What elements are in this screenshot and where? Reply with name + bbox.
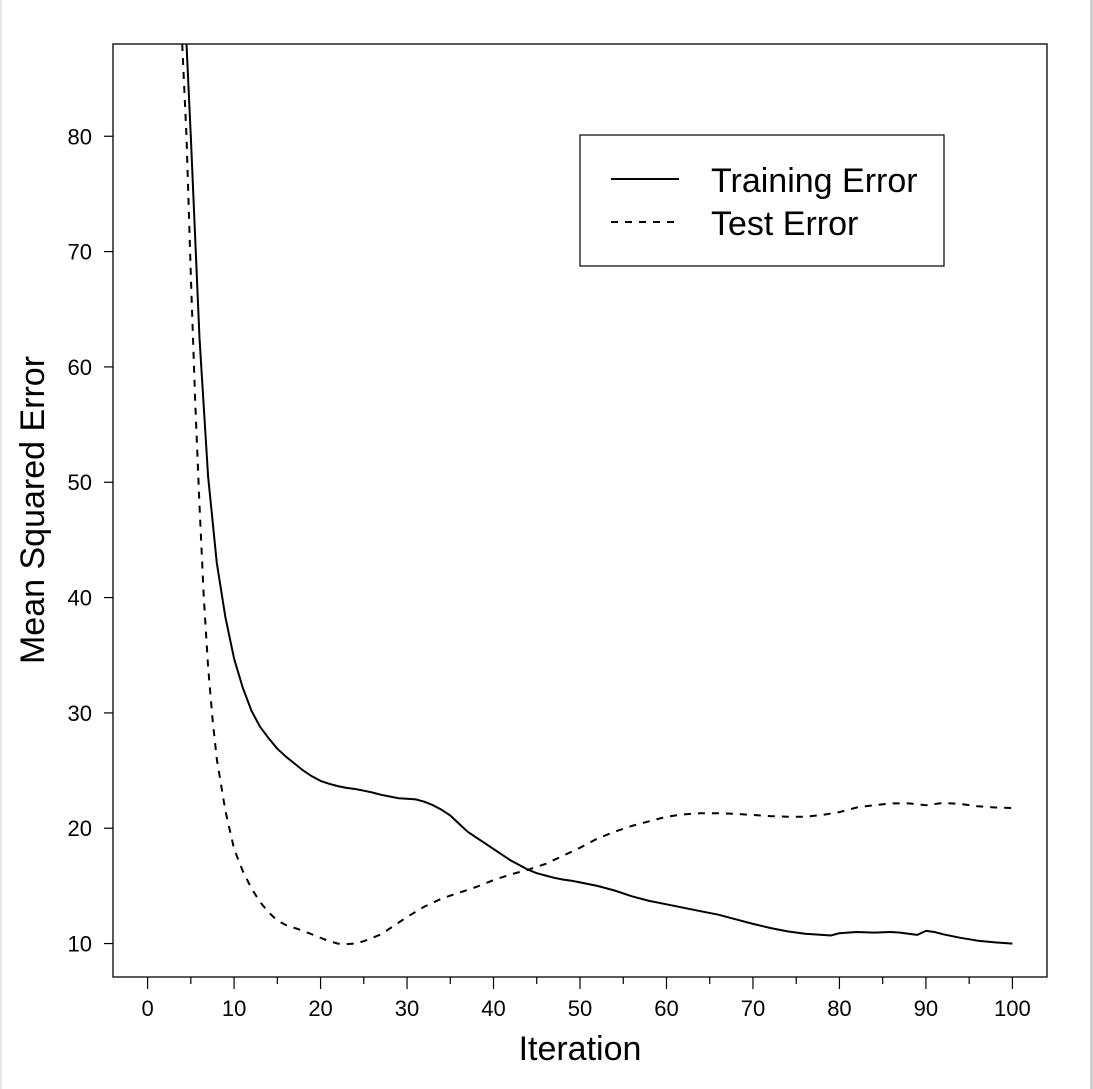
x-tick-label: 0 — [141, 996, 153, 1021]
x-tick-label: 20 — [308, 996, 332, 1021]
x-axis: 0 10 20 30 40 50 60 70 80 90 100 — [141, 977, 1031, 1021]
legend-label-test-error: Test Error — [711, 205, 858, 243]
y-tick-label: 20 — [68, 816, 92, 841]
y-tick-label: 60 — [68, 355, 92, 380]
x-tick-label: 40 — [481, 996, 505, 1021]
legend-label-training-error: Training Error — [711, 162, 918, 200]
series-line-test-error — [181, 44, 1013, 946]
series-layer — [181, 44, 1013, 946]
y-axis: 10 20 30 40 50 60 70 80 — [68, 124, 113, 957]
y-tick-label: 40 — [68, 586, 92, 611]
y-tick-label: 80 — [68, 124, 92, 149]
x-tick-label: 30 — [395, 996, 419, 1021]
x-tick-label: 70 — [741, 996, 765, 1021]
x-tick-label: 10 — [222, 996, 246, 1021]
x-tick-label: 50 — [568, 996, 592, 1021]
x-tick-label: 80 — [827, 996, 851, 1021]
y-tick-label: 10 — [68, 932, 92, 957]
y-tick-label: 30 — [68, 701, 92, 726]
y-axis-title: Mean Squared Error — [14, 356, 52, 664]
legend-box — [579, 134, 945, 267]
y-tick-label: 70 — [68, 240, 92, 265]
y-tick-label: 50 — [68, 470, 92, 495]
x-tick-label: 60 — [654, 996, 678, 1021]
series-line-training-error — [185, 44, 1013, 945]
x-axis-title: Iteration — [519, 1030, 642, 1068]
legend: Training Error Test Error — [579, 134, 945, 267]
x-tick-label: 100 — [994, 996, 1031, 1021]
x-tick-label: 90 — [914, 996, 938, 1021]
